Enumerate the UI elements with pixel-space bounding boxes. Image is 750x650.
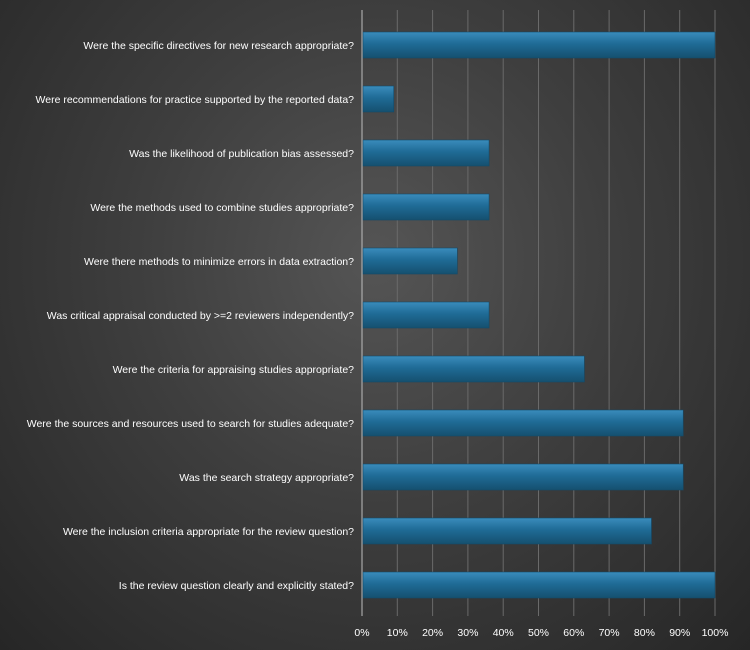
category-label: Were the sources and resources used to s…	[27, 418, 354, 430]
bar	[362, 247, 458, 275]
category-label: Were the criteria for appraising studies…	[113, 364, 355, 376]
bar	[362, 31, 716, 59]
category-labels: Were the specific directives for new res…	[27, 40, 354, 592]
x-tick-label: 0%	[354, 627, 369, 639]
x-tick-label: 10%	[387, 627, 408, 639]
x-tick-label: 70%	[599, 627, 620, 639]
x-tick-label: 80%	[634, 627, 655, 639]
category-label: Were there methods to minimize errors in…	[84, 256, 354, 268]
bar	[362, 355, 585, 383]
x-tick-label: 20%	[422, 627, 443, 639]
category-label: Was critical appraisal conducted by >=2 …	[47, 310, 354, 322]
bar	[362, 193, 490, 221]
x-tick-label: 60%	[563, 627, 584, 639]
category-label: Was the likelihood of publication bias a…	[129, 148, 354, 160]
category-label: Were the methods used to combine studies…	[90, 202, 354, 214]
grid-lines	[361, 10, 716, 616]
bar	[362, 463, 684, 491]
x-tick-label: 50%	[528, 627, 549, 639]
bar	[362, 139, 490, 167]
x-tick-label: 40%	[493, 627, 514, 639]
category-label: Was the search strategy appropriate?	[179, 472, 354, 484]
bars	[362, 31, 716, 599]
x-axis-ticks: 0% 10% 20% 30% 40% 50% 60% 70% 80% 90% 100%	[354, 627, 728, 639]
bar	[362, 85, 395, 113]
x-tick-label: 100%	[702, 627, 729, 639]
category-label: Is the review question clearly and expli…	[119, 580, 354, 592]
bar	[362, 517, 652, 545]
bar	[362, 571, 716, 599]
x-tick-label: 90%	[669, 627, 690, 639]
bar	[362, 301, 490, 329]
category-label: Were the inclusion criteria appropriate …	[63, 526, 354, 538]
x-tick-label: 30%	[457, 627, 478, 639]
bar	[362, 409, 684, 437]
category-label: Were the specific directives for new res…	[83, 40, 354, 52]
category-label: Were recommendations for practice suppor…	[36, 94, 355, 106]
